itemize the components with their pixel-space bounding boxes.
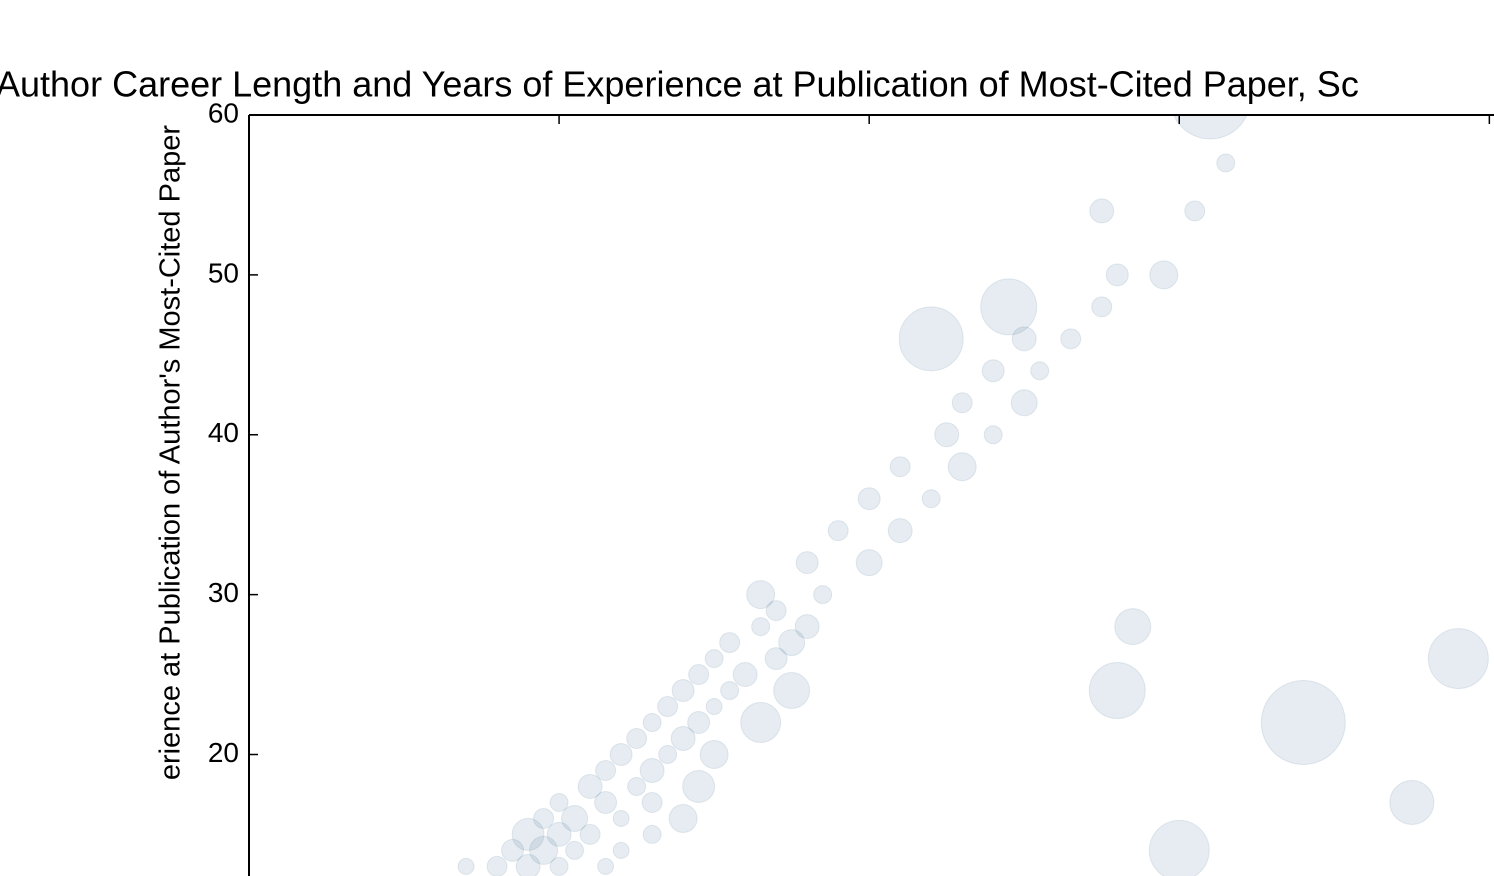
bubble bbox=[981, 359, 1005, 383]
bubble bbox=[704, 649, 724, 669]
bubble bbox=[795, 551, 819, 575]
bubble bbox=[577, 773, 603, 799]
bubble bbox=[642, 713, 662, 733]
bubble bbox=[1105, 263, 1129, 287]
bubble bbox=[594, 790, 618, 814]
y-axis-label: erience at Publication of Author's Most-… bbox=[155, 125, 187, 781]
bubble bbox=[1114, 608, 1152, 646]
bubble bbox=[778, 629, 806, 657]
bubble bbox=[486, 855, 508, 876]
bubble bbox=[657, 696, 679, 718]
y-tick-label: 50 bbox=[208, 257, 239, 288]
bubble bbox=[898, 306, 964, 372]
bubble bbox=[1389, 779, 1435, 825]
bubble bbox=[1060, 328, 1082, 350]
bubble bbox=[609, 742, 633, 766]
bubble bbox=[639, 757, 665, 783]
bubble bbox=[533, 807, 555, 829]
bubble bbox=[668, 803, 698, 833]
bubble bbox=[549, 792, 569, 812]
bubble bbox=[595, 759, 617, 781]
bubble bbox=[705, 698, 723, 716]
bubble bbox=[457, 857, 475, 875]
y-tick-label: 60 bbox=[208, 97, 239, 128]
bubble bbox=[546, 821, 572, 847]
bubble bbox=[719, 632, 741, 654]
bubble bbox=[511, 817, 545, 851]
bubble bbox=[626, 728, 648, 750]
bubble bbox=[1010, 389, 1038, 417]
bubble bbox=[751, 617, 771, 637]
bubble bbox=[515, 853, 541, 876]
bubble bbox=[642, 824, 662, 844]
bubble bbox=[951, 392, 973, 414]
bubble bbox=[687, 711, 711, 735]
bubble bbox=[773, 672, 811, 710]
bubble bbox=[720, 681, 740, 701]
bubble bbox=[1148, 819, 1210, 876]
y-tick-label: 20 bbox=[208, 737, 239, 768]
bubble bbox=[1030, 361, 1050, 381]
bubble bbox=[980, 278, 1038, 336]
bubble bbox=[671, 679, 695, 703]
bubble bbox=[682, 769, 716, 803]
bubble bbox=[529, 835, 559, 865]
bubble bbox=[740, 702, 782, 744]
bubble bbox=[597, 857, 615, 875]
y-tick-label: 40 bbox=[208, 417, 239, 448]
bubble bbox=[765, 600, 787, 622]
bubble bbox=[658, 744, 678, 764]
bubble bbox=[813, 585, 833, 605]
bubble bbox=[827, 520, 849, 542]
bubble bbox=[889, 456, 911, 478]
bubble bbox=[857, 487, 881, 511]
bubble bbox=[627, 776, 647, 796]
bubble bbox=[565, 840, 585, 860]
bubble bbox=[855, 549, 883, 577]
bubble bbox=[921, 489, 941, 509]
scatter-area bbox=[457, 115, 1489, 876]
bubble bbox=[764, 647, 788, 671]
bubble bbox=[794, 614, 820, 640]
bubble bbox=[947, 452, 977, 482]
bubble bbox=[1173, 115, 1248, 140]
chart-title: Author Career Length and Years of Experi… bbox=[0, 64, 1359, 105]
bubble bbox=[641, 791, 663, 813]
bubble bbox=[670, 726, 696, 752]
bubble bbox=[983, 425, 1003, 445]
bubble bbox=[1011, 326, 1037, 352]
bubble bbox=[612, 841, 630, 859]
bubble bbox=[561, 804, 589, 832]
bubble bbox=[746, 580, 776, 610]
bubble bbox=[549, 856, 569, 876]
bubble bbox=[1149, 260, 1179, 290]
bubble bbox=[688, 664, 710, 686]
bubble bbox=[1184, 200, 1206, 222]
bubble bbox=[1091, 296, 1113, 318]
bubble bbox=[501, 838, 525, 862]
bubble bbox=[732, 662, 758, 688]
bubble bbox=[579, 823, 601, 845]
bubble bbox=[699, 739, 729, 769]
bubble bbox=[887, 518, 913, 544]
bubble bbox=[1089, 198, 1115, 224]
bubble bbox=[1427, 628, 1489, 690]
bubble bbox=[1260, 680, 1346, 766]
bubble bbox=[1088, 662, 1146, 720]
y-tick-label: 30 bbox=[208, 577, 239, 608]
bubble bbox=[612, 809, 630, 827]
bubble bbox=[934, 422, 960, 448]
bubble bbox=[1216, 153, 1236, 173]
